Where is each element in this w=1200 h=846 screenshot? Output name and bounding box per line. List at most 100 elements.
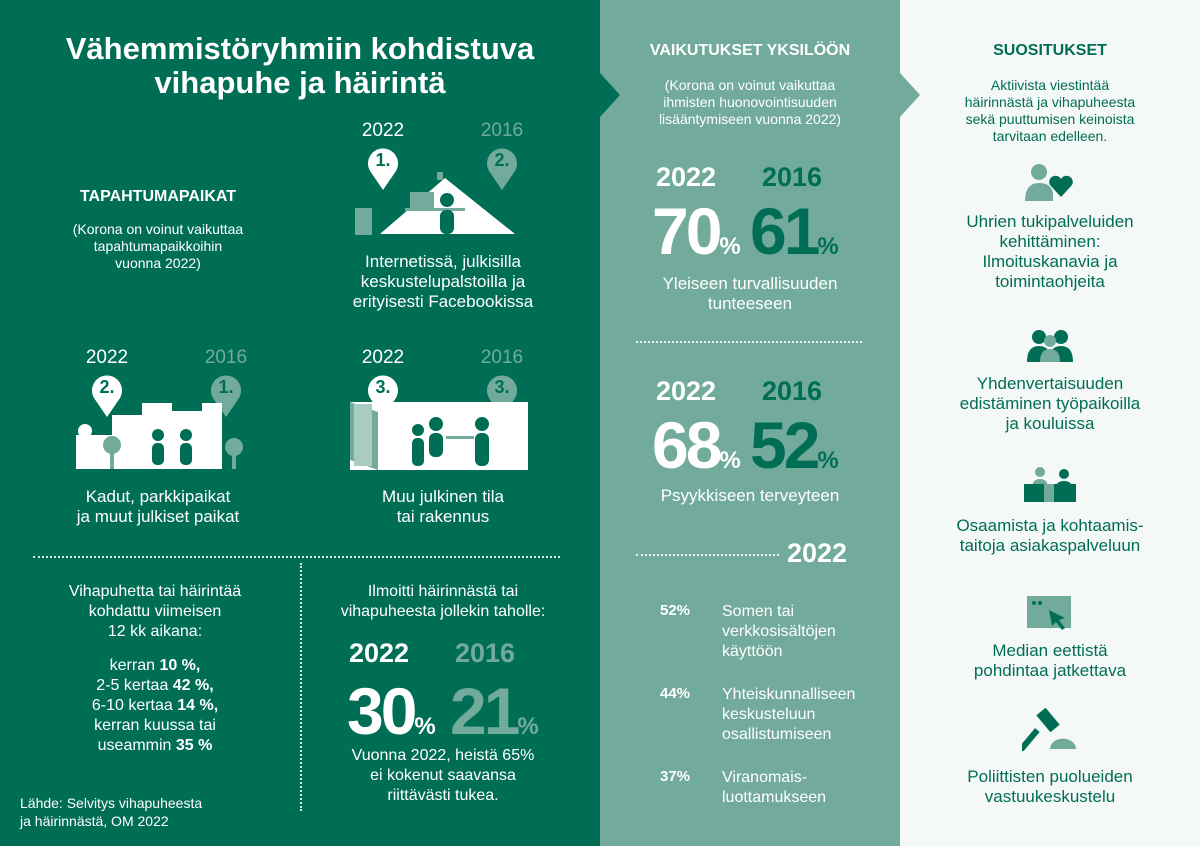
value-2022: 68%: [652, 412, 741, 494]
rank-number: 2.: [494, 150, 510, 170]
unit: %: [719, 447, 741, 474]
value-2022: 30%: [347, 678, 436, 760]
divider: [636, 554, 779, 556]
rank-pin-2022: 1.: [366, 145, 400, 191]
value-2016: 52%: [750, 412, 839, 494]
source-line: Lähde: Selvitys vihapuheesta: [20, 795, 203, 811]
recommendation-label: Osaamista ja kohtaamis-taitoja asiakaspa…: [910, 516, 1190, 556]
effect-percent: 44%: [660, 685, 691, 702]
rank-number: 2.: [99, 377, 115, 397]
text-line: Kadut, parkkipaikat: [85, 487, 231, 506]
person-heart-icon: [1025, 163, 1075, 208]
reported-intro: Ilmoitti häirinnästä tai vihapuheesta jo…: [303, 582, 583, 622]
frequency-row: 2-5 kertaa 42 %,: [25, 676, 285, 696]
text-line: Psyykkiseen terveyteen: [660, 486, 840, 505]
year-2022: 2022: [361, 347, 405, 368]
recommendation-label: Median eettistä pohdintaa jatkettava: [910, 641, 1190, 681]
effect-label: Yleiseen turvallisuuden tunteeseen: [620, 274, 880, 314]
value-2016: 61%: [750, 198, 839, 280]
effects-note: (Korona on voinut vaikuttaa ihmisten huo…: [620, 77, 880, 128]
text-line: käyttöön: [722, 643, 783, 660]
frequency-label: kerran kuussa tai: [94, 717, 216, 734]
year-2016: 2016: [762, 162, 823, 192]
text-line: tunteeseen: [707, 294, 793, 313]
unit: %: [719, 233, 741, 260]
text-line: keskustelupalstoilla ja: [360, 272, 526, 291]
year-2022: 2022: [85, 347, 129, 368]
reported-note: Vuonna 2022, heistä 65% ei kokenut saava…: [303, 746, 583, 806]
year-2016: 2016: [480, 120, 524, 141]
year-2022: 2022: [349, 638, 410, 668]
frequency-row: kerran kuussa tai: [25, 716, 285, 736]
note-line: (Korona on voinut vaikuttaa: [72, 221, 244, 237]
year-2016: 2016: [762, 376, 823, 406]
effect-percent: 52%: [660, 602, 691, 619]
frequency-row: 6-10 kertaa 14 %,: [25, 696, 285, 716]
divider: [636, 341, 862, 343]
frequency-label: 2-5 kertaa: [96, 677, 173, 694]
rank-pin-2022: 2.: [90, 372, 124, 418]
note-line: riittävästi tukea.: [387, 787, 499, 804]
recommendations-intro: Aktiivista viestintää häirinnästä ja vih…: [920, 77, 1180, 145]
frequency-label: 6-10 kertaa: [91, 697, 178, 714]
note-line: tapahtumapaikkoihin: [93, 238, 223, 254]
rank-number: 1.: [218, 377, 234, 397]
text-line: ja kouluissa: [1005, 414, 1095, 433]
public-building-illustration: [350, 402, 528, 470]
source-line: ja häirinnästä, OM 2022: [20, 813, 169, 829]
title-line: Vähemmistöryhmiin kohdistuva: [65, 31, 535, 66]
intro-line: 12 kk aikana:: [107, 623, 203, 640]
intro-line: tarvitaan edelleen.: [992, 128, 1108, 144]
value: 52: [750, 408, 820, 482]
frequency-label: useammin: [97, 737, 176, 754]
title-line: vihapuhe ja häirintä: [154, 65, 446, 100]
year-2016: 2016: [204, 347, 248, 368]
note-line: (Korona on voinut vaikuttaa: [664, 77, 836, 93]
note-line: lisääntymiseen vuonna 2022): [658, 111, 842, 127]
effect-label: Psyykkiseen terveyteen: [620, 486, 880, 506]
effect-item-label: Somen tai verkkosisältöjen käyttöön: [722, 602, 836, 662]
year-2016: 2016: [455, 638, 516, 668]
note-line: ihmisten huonovointisuuden: [663, 94, 837, 110]
text-line: Viranomais-: [722, 769, 808, 786]
rank-pin-2016: 1.: [209, 372, 243, 418]
unit: %: [517, 713, 539, 740]
frequency-value: 42 %,: [172, 677, 214, 694]
note-line: Vuonna 2022, heistä 65%: [351, 747, 535, 764]
recommendation-label: Uhrien tukipalveluiden kehittäminen: Ilmoi…: [910, 212, 1190, 292]
group-icon: [1025, 328, 1075, 369]
text-line: Somen tai: [722, 603, 795, 620]
value: 30: [347, 674, 417, 748]
intro-line: Ilmoitti häirinnästä tai: [367, 583, 519, 600]
text-line: keskusteluun: [722, 706, 816, 723]
intro-line: Aktiivista viestintää: [990, 77, 1110, 93]
text-line: erityisesti Facebookissa: [352, 292, 534, 311]
rank-pin-2016: 2.: [485, 145, 519, 191]
value: 61: [750, 194, 820, 268]
frequency-value: 10 %,: [159, 657, 201, 674]
arrow-divider: [900, 73, 920, 117]
text-line: Internetissä, julkisilla: [365, 252, 521, 271]
recommendations-heading: SUOSITUKSET: [993, 42, 1107, 59]
places-heading: TAPAHTUMAPAIKAT: [79, 188, 237, 205]
effect-item-label: Viranomais-luottamukseen: [722, 768, 826, 808]
text-line: Yleiseen turvallisuuden: [662, 274, 838, 293]
rank-number: 3.: [494, 377, 510, 397]
rank-pin-2016: 3.: [485, 372, 519, 418]
text-line: pohdintaa jatkettava: [973, 661, 1127, 680]
recommendation-label: Yhdenvertaisuuden edistäminen työpaikoill…: [910, 374, 1190, 434]
place-label: Muu julkinen tila tai rakennus: [313, 487, 573, 527]
intro-line: vihapuheesta jollekin taholle:: [340, 603, 546, 620]
page-title: Vähemmistöryhmiin kohdistuva vihapuhe ja…: [66, 32, 535, 100]
text-line: Ilmoituskanavia ja: [982, 252, 1118, 271]
places-note: (Korona on voinut vaikuttaa tapahtumapai…: [48, 221, 268, 272]
value: 21: [450, 674, 520, 748]
text-line: vastuukeskustelu: [984, 787, 1116, 806]
text-line: kehittäminen:: [999, 232, 1101, 251]
text-line: osallistumiseen: [722, 726, 832, 743]
text-line: Uhrien tukipalveluiden: [966, 212, 1134, 231]
frequency-value: 35 %: [175, 737, 213, 754]
frequency-list: kerran 10 %, 2-5 kertaa 42 %, 6-10 kertaa …: [25, 656, 285, 756]
arrow-divider: [600, 73, 620, 117]
intro-line: sekä puuttumisen keinoista: [965, 111, 1135, 127]
